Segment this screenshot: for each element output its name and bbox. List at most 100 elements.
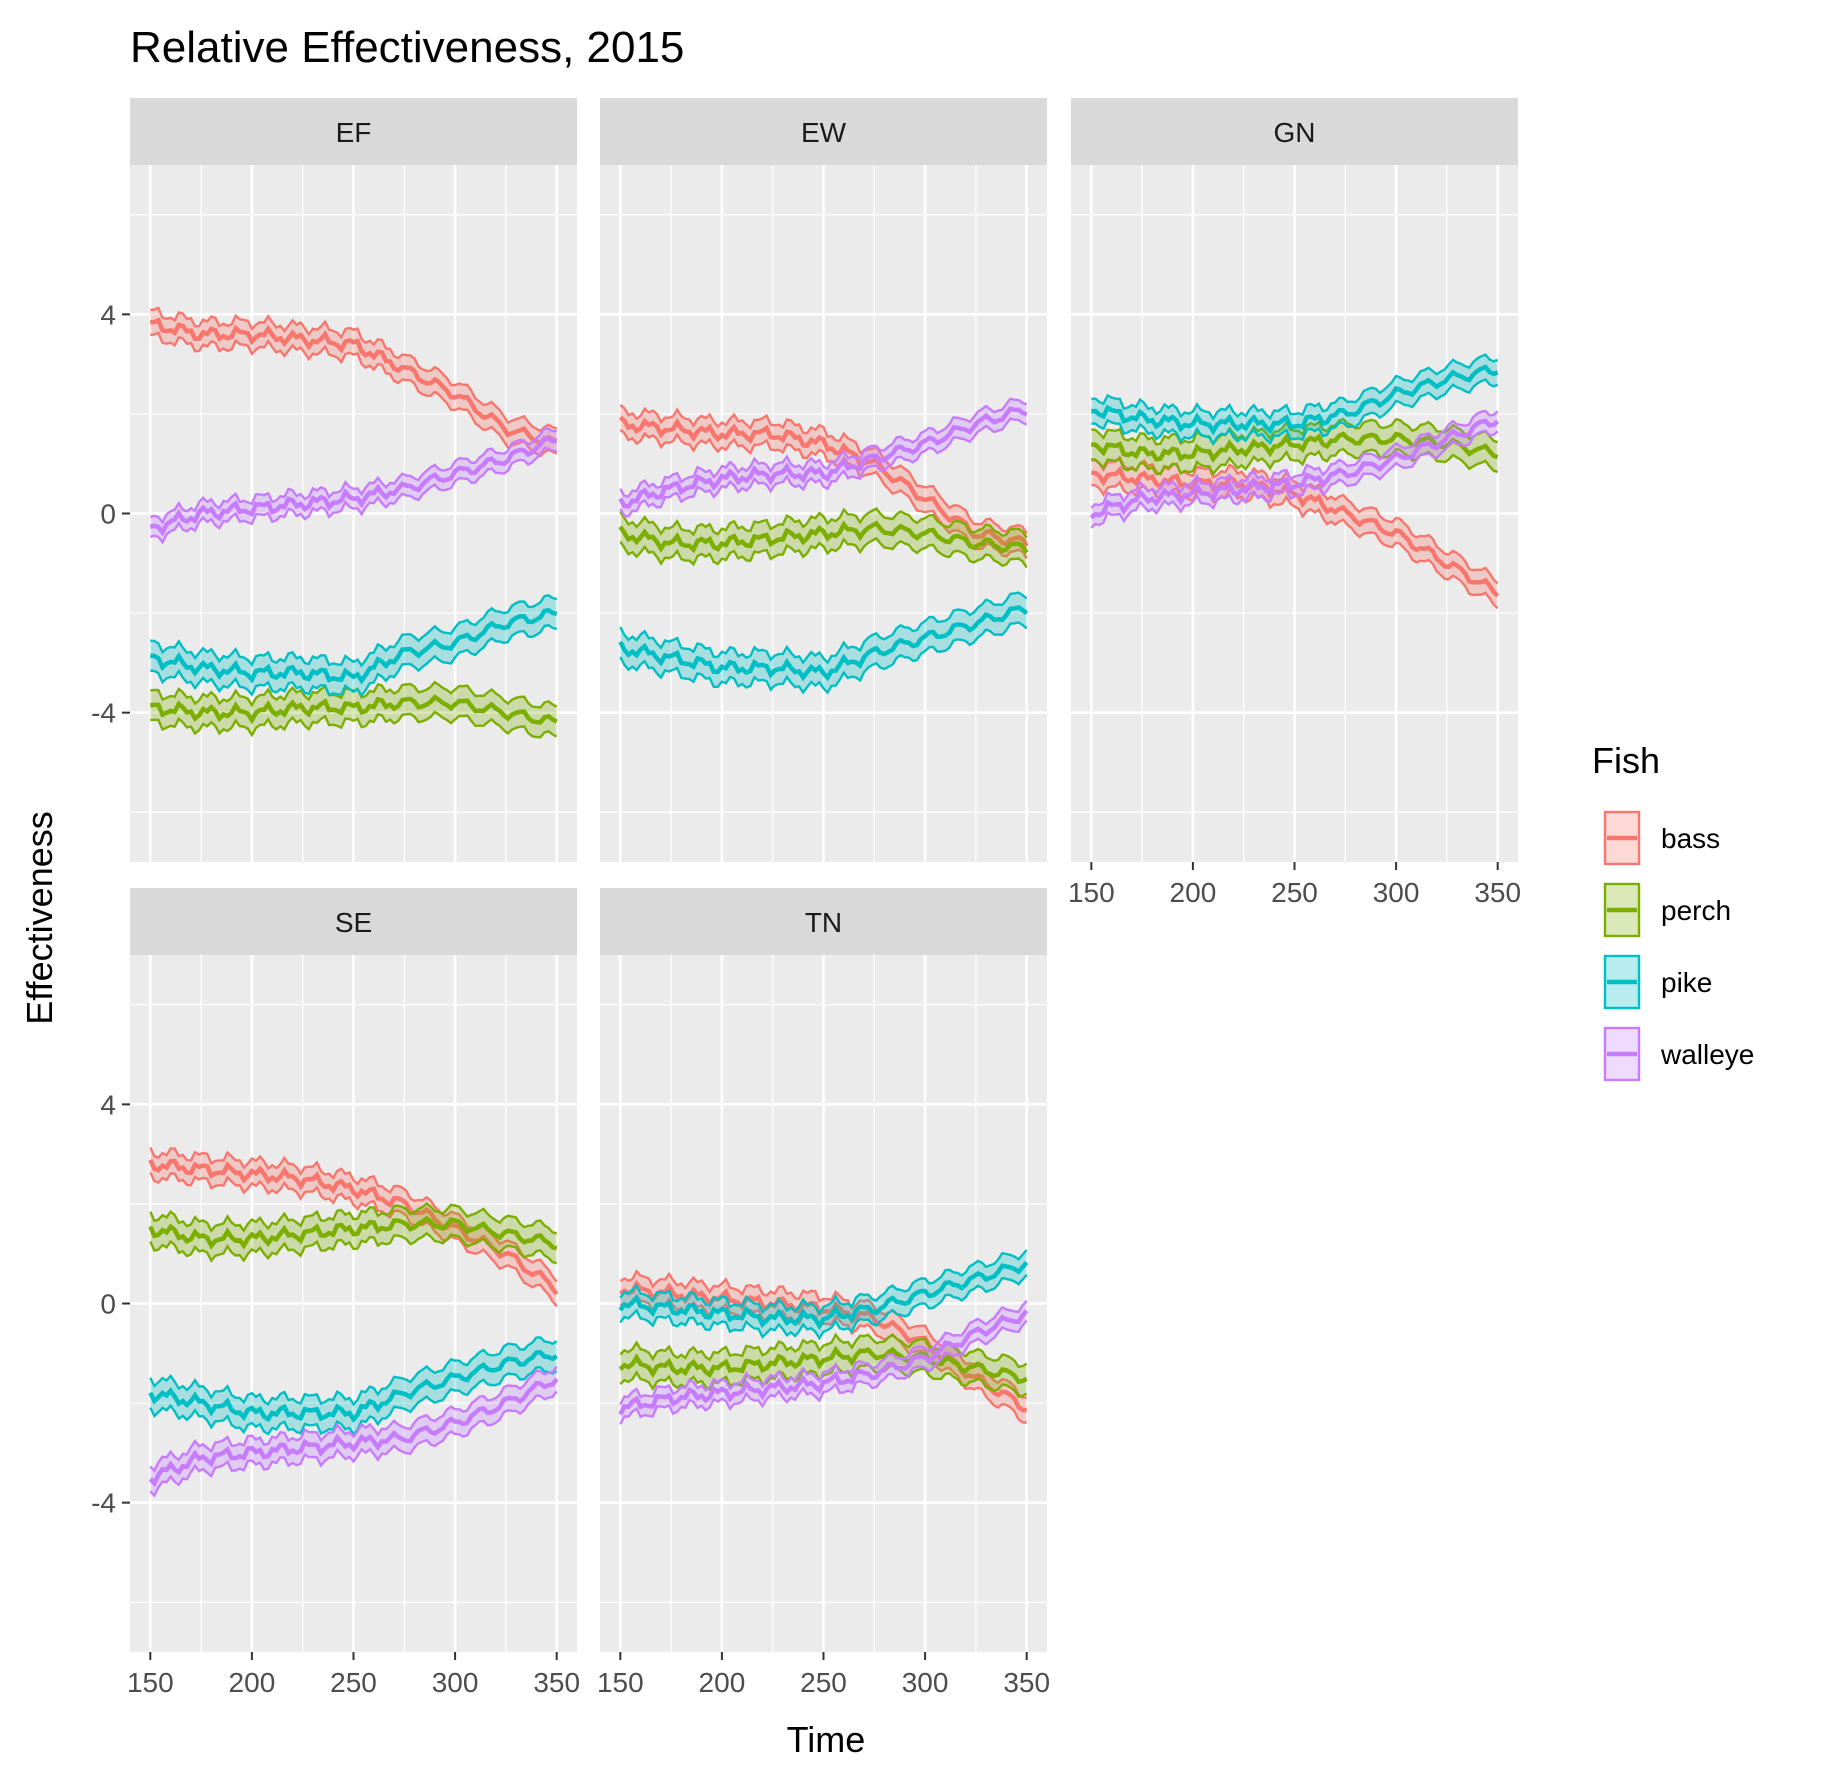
legend-label-pike: pike — [1661, 967, 1712, 998]
panel-ef-bass-ribbon — [150, 307, 557, 456]
panel-gn-bass-line — [1091, 465, 1500, 598]
panel-gn-x-tick-label: 250 — [1271, 877, 1318, 908]
legend-entry-walleye: walleye — [1603, 1026, 1754, 1082]
panel-ef-bass-line — [150, 317, 558, 447]
panel-ef-strip-label: EF — [336, 117, 372, 148]
panel-ef-y-tick-label: -4 — [91, 698, 116, 729]
legend-entry-pike: pike — [1603, 954, 1712, 1010]
panel-tn-strip-label: TN — [805, 907, 842, 938]
panel-gn-bass-ribbon — [1091, 457, 1498, 609]
panel-ew-walleye-upper-bound — [619, 397, 1028, 498]
panel-se: SE -4 0 4 150 200 250 300 350 — [91, 888, 580, 1698]
legend-label-bass: bass — [1661, 823, 1720, 854]
legend-title: Fish — [1592, 740, 1660, 781]
panel-se-perch-upper-bound — [149, 1201, 557, 1235]
panel-tn-walleye-ribbon — [620, 1300, 1027, 1425]
panel-se-x-tick-label: 350 — [533, 1667, 580, 1698]
panel-tn-walleye-upper-bound — [619, 1300, 1028, 1405]
panel-ef-bass-upper-bound — [150, 306, 558, 433]
panel-tn-x-tick-label: 300 — [902, 1667, 949, 1698]
panel-gn-walleye-line — [1089, 418, 1500, 520]
legend-label-walleye: walleye — [1660, 1039, 1754, 1070]
panel-se-walleye-lower-bound — [149, 1390, 558, 1498]
panel-gn-strip-label: GN — [1274, 117, 1316, 148]
panel-ef-pike-line — [149, 607, 558, 685]
panel-ef-strip — [130, 98, 577, 165]
panel-se-bass-ribbon — [150, 1147, 557, 1307]
panel-gn-walleye-ribbon — [1091, 411, 1498, 528]
panel-se-perch-line — [148, 1215, 558, 1251]
panel-se-bass-line — [148, 1158, 559, 1296]
panel-tn-perch-upper-bound — [619, 1332, 1028, 1369]
panel-tn-x-tick-label: 200 — [699, 1667, 746, 1698]
panel-ew-bass-lower-bound — [619, 428, 1028, 560]
panel-ew-bass-ribbon — [620, 405, 1027, 559]
panel-tn: TN 150 200 250 300 350 — [597, 888, 1050, 1698]
legend-entry-bass: bass — [1603, 810, 1720, 866]
panel-ew-walleye-line — [618, 406, 1028, 509]
panel-tn-pike-lower-bound — [619, 1274, 1028, 1341]
panel-se-y-tick-label: 4 — [100, 1089, 116, 1120]
panel-ef-pike-lower-bound — [150, 624, 557, 698]
panel-gn-pike-lower-bound — [1091, 378, 1499, 446]
panel-ew-strip — [600, 98, 1047, 165]
panel-tn-x-tick-label: 250 — [800, 1667, 847, 1698]
panel-tn-bass-ribbon — [620, 1271, 1027, 1423]
panel-ew-bass-upper-bound — [619, 404, 1028, 535]
panel-se-x-tick-label: 150 — [127, 1667, 174, 1698]
panel-ew-pike-line — [618, 605, 1029, 682]
panel-ef: EF -4 0 4 — [91, 98, 577, 862]
panel-ef-perch-lower-bound — [150, 710, 558, 739]
panel-se-y-tick-label: -4 — [91, 1488, 116, 1519]
y-axis-title: Effectiveness — [19, 811, 60, 1024]
panel-ew-bass-line — [618, 415, 1029, 548]
panel-se-walleye-upper-bound — [149, 1365, 558, 1473]
panel-se-perch-lower-bound — [149, 1231, 557, 1265]
panel-ew-perch-lower-bound — [619, 536, 1028, 569]
panel-gn-x-tick-label: 200 — [1170, 877, 1217, 908]
panel-ew-pike-upper-bound — [619, 591, 1028, 665]
panel-tn-pike-ribbon — [620, 1250, 1027, 1339]
panel-ef-y-tick-label: 0 — [100, 499, 116, 530]
facet-panels: EF -4 0 4 EW GN 150 200 250 300 350 SE -4 0 4 150 200 250… — [91, 98, 1521, 1698]
panel-gn-walleye-lower-bound — [1090, 429, 1499, 529]
panel-tn-pike-line — [618, 1261, 1029, 1331]
panel-tn-perch-line — [618, 1345, 1028, 1385]
panel-ef-pike-ribbon — [150, 595, 557, 696]
panel-gn-x-tick-label: 150 — [1068, 877, 1115, 908]
panel-se-pike-lower-bound — [149, 1366, 558, 1437]
panel-se-strip-label: SE — [335, 907, 372, 938]
legend-label-perch: perch — [1661, 895, 1731, 926]
panel-se-strip — [130, 888, 577, 955]
panel-se-walleye-line — [148, 1377, 559, 1488]
panel-gn-perch-upper-bound — [1091, 417, 1499, 447]
panel-gn-x-tick-label: 300 — [1373, 877, 1420, 908]
panel-gn-strip — [1071, 98, 1518, 165]
panel-ef-y-tick-label: 4 — [100, 299, 116, 330]
panel-ew-pike-lower-bound — [619, 621, 1028, 695]
legend-entry-perch: perch — [1603, 882, 1731, 938]
panel-gn-walleye-upper-bound — [1090, 409, 1499, 509]
x-axis-title: Time — [787, 1719, 866, 1760]
panel-tn-walleye-lower-bound — [619, 1319, 1028, 1425]
panel-se-bass-lower-bound — [149, 1171, 558, 1308]
panel-ef-perch-line — [150, 694, 558, 725]
panel-ew: EW — [600, 98, 1047, 862]
panel-se-x-tick-label: 200 — [229, 1667, 276, 1698]
panel-ew-perch-line — [618, 520, 1029, 554]
legend: Fish bass perch pike walleye — [1592, 740, 1754, 1082]
panel-se-pike-upper-bound — [149, 1336, 558, 1407]
chart-title: Relative Effectiveness, 2015 — [130, 23, 684, 72]
panel-gn-x-tick-label: 350 — [1474, 877, 1521, 908]
panel-tn-pike-upper-bound — [619, 1249, 1028, 1316]
panel-se-pike-line — [148, 1350, 558, 1423]
panel-gn: GN 150 200 250 300 350 — [1068, 98, 1521, 908]
panel-tn-x-tick-label: 350 — [1003, 1667, 1050, 1698]
panel-ew-walleye-lower-bound — [619, 417, 1028, 518]
panel-se-y-tick-label: 0 — [100, 1289, 116, 1320]
panel-tn-walleye-line — [618, 1309, 1029, 1416]
panel-se-x-tick-label: 250 — [330, 1667, 377, 1698]
panel-ef-walleye-lower-bound — [149, 446, 557, 545]
panel-tn-bass-upper-bound — [619, 1269, 1027, 1399]
